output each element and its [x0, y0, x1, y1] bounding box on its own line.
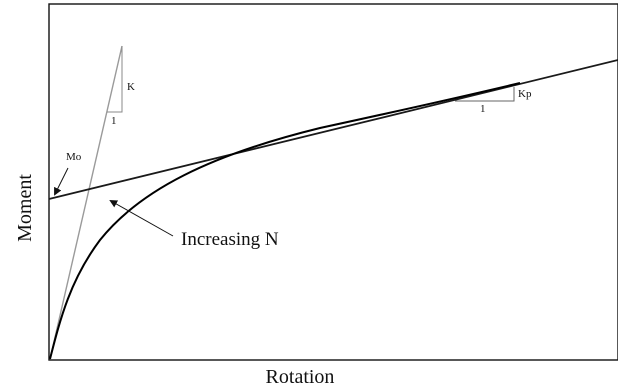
plastic-stiffness-line	[48, 59, 618, 200]
plastic-stiffness-label: Kp	[518, 88, 532, 100]
trend-label: Increasing N	[181, 229, 279, 250]
intercept-label: Mo	[66, 151, 82, 163]
plastic-slope-triangle	[455, 87, 515, 102]
initial-stiffness-label: K	[127, 81, 135, 93]
y-axis-label: Moment	[14, 174, 36, 242]
moment-rotation-curve	[49, 82, 521, 360]
mo-arrow	[54, 167, 69, 196]
plot-frame	[48, 3, 618, 361]
x-axis-label: Rotation	[266, 366, 335, 388]
stiffness-slope-triangle	[107, 46, 123, 113]
initial-stiffness-line	[49, 45, 123, 360]
plastic-slope-run-label: 1	[480, 103, 486, 115]
initial-slope-run-label: 1	[111, 115, 117, 127]
increasing-n-arrow	[109, 200, 174, 237]
